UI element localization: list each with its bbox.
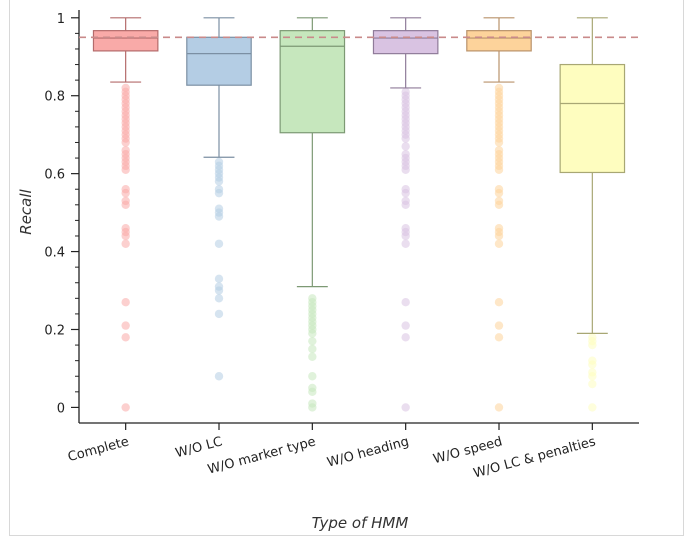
- outlier-point: [494, 138, 504, 147]
- outlier-point: [494, 403, 504, 412]
- box-iqr: [92, 30, 159, 52]
- outlier-point: [588, 360, 597, 369]
- box-iqr: [372, 30, 439, 55]
- outlier-point: [401, 165, 410, 174]
- outlier-point: [214, 188, 224, 198]
- outlier-point: [214, 239, 224, 248]
- outlier-point: [308, 372, 317, 381]
- outlier-point: [308, 344, 317, 354]
- outlier-point: [494, 231, 504, 241]
- y-tick-label: 0.6: [44, 168, 65, 183]
- y-tick-label: 1: [57, 12, 65, 27]
- outlier-point: [214, 286, 224, 295]
- y-axis-title: Recall: [17, 188, 35, 234]
- outlier-point: [494, 239, 504, 248]
- box-iqr: [186, 36, 252, 86]
- outlier-point: [494, 188, 504, 198]
- outlier-point: [121, 403, 130, 412]
- outlier-point: [494, 333, 504, 342]
- outlier-point: [401, 142, 410, 151]
- x-tick-label: Complete: [66, 434, 130, 465]
- box-iqr: [466, 30, 532, 52]
- y-tick-label: 0.8: [44, 90, 65, 105]
- outlier-point: [401, 200, 410, 210]
- outlier-point: [121, 165, 130, 174]
- x-tick-label: W/O marker type: [206, 434, 317, 477]
- outlier-point: [401, 188, 410, 198]
- x-tick-label: W/O heading: [326, 434, 411, 470]
- outlier-point: [214, 309, 224, 319]
- outlier-point: [308, 336, 317, 346]
- outlier-point: [494, 298, 504, 307]
- outlier-point: [588, 340, 597, 350]
- outlier-point: [308, 329, 317, 338]
- outlier-point: [121, 231, 130, 241]
- outlier-point: [121, 188, 130, 198]
- outlier-point: [588, 372, 597, 381]
- outlier-point: [214, 274, 224, 284]
- outlier-point: [121, 333, 130, 342]
- outlier-point: [494, 200, 504, 210]
- outlier-point: [121, 200, 130, 210]
- outlier-point: [214, 212, 224, 221]
- y-tick-label: 0: [57, 401, 65, 416]
- x-tick-label: W/O LC: [174, 434, 224, 461]
- outlier-point: [588, 403, 597, 412]
- plot-area: 0 0.2 0.4 0.6 0.8 1 Complete W/O LCW/O marker t…: [44, 10, 639, 481]
- outlier-point: [121, 138, 130, 147]
- outlier-point: [214, 372, 224, 381]
- outlier-point: [494, 165, 504, 174]
- outlier-point: [401, 239, 410, 248]
- outlier-point: [401, 321, 410, 330]
- outlier-point: [121, 298, 130, 307]
- outlier-point: [308, 387, 317, 397]
- outlier-point: [308, 403, 317, 412]
- y-tick-label: 0.2: [44, 323, 65, 338]
- outlier-point: [214, 294, 224, 303]
- outlier-point: [214, 177, 224, 186]
- x-axis-title: Type of HMM: [312, 514, 409, 532]
- outlier-point: [308, 352, 317, 361]
- outlier-point: [401, 333, 410, 342]
- box-iqr: [279, 30, 346, 134]
- box-iqr: [559, 63, 626, 174]
- outlier-point: [121, 239, 130, 248]
- outlier-point: [401, 403, 410, 412]
- outlier-point: [401, 298, 410, 307]
- y-tick-label: 0.4: [44, 246, 65, 261]
- outlier-point: [401, 134, 410, 143]
- outlier-point: [401, 231, 410, 241]
- outlier-point: [494, 321, 504, 330]
- outlier-point: [588, 379, 597, 389]
- outlier-point: [121, 321, 130, 330]
